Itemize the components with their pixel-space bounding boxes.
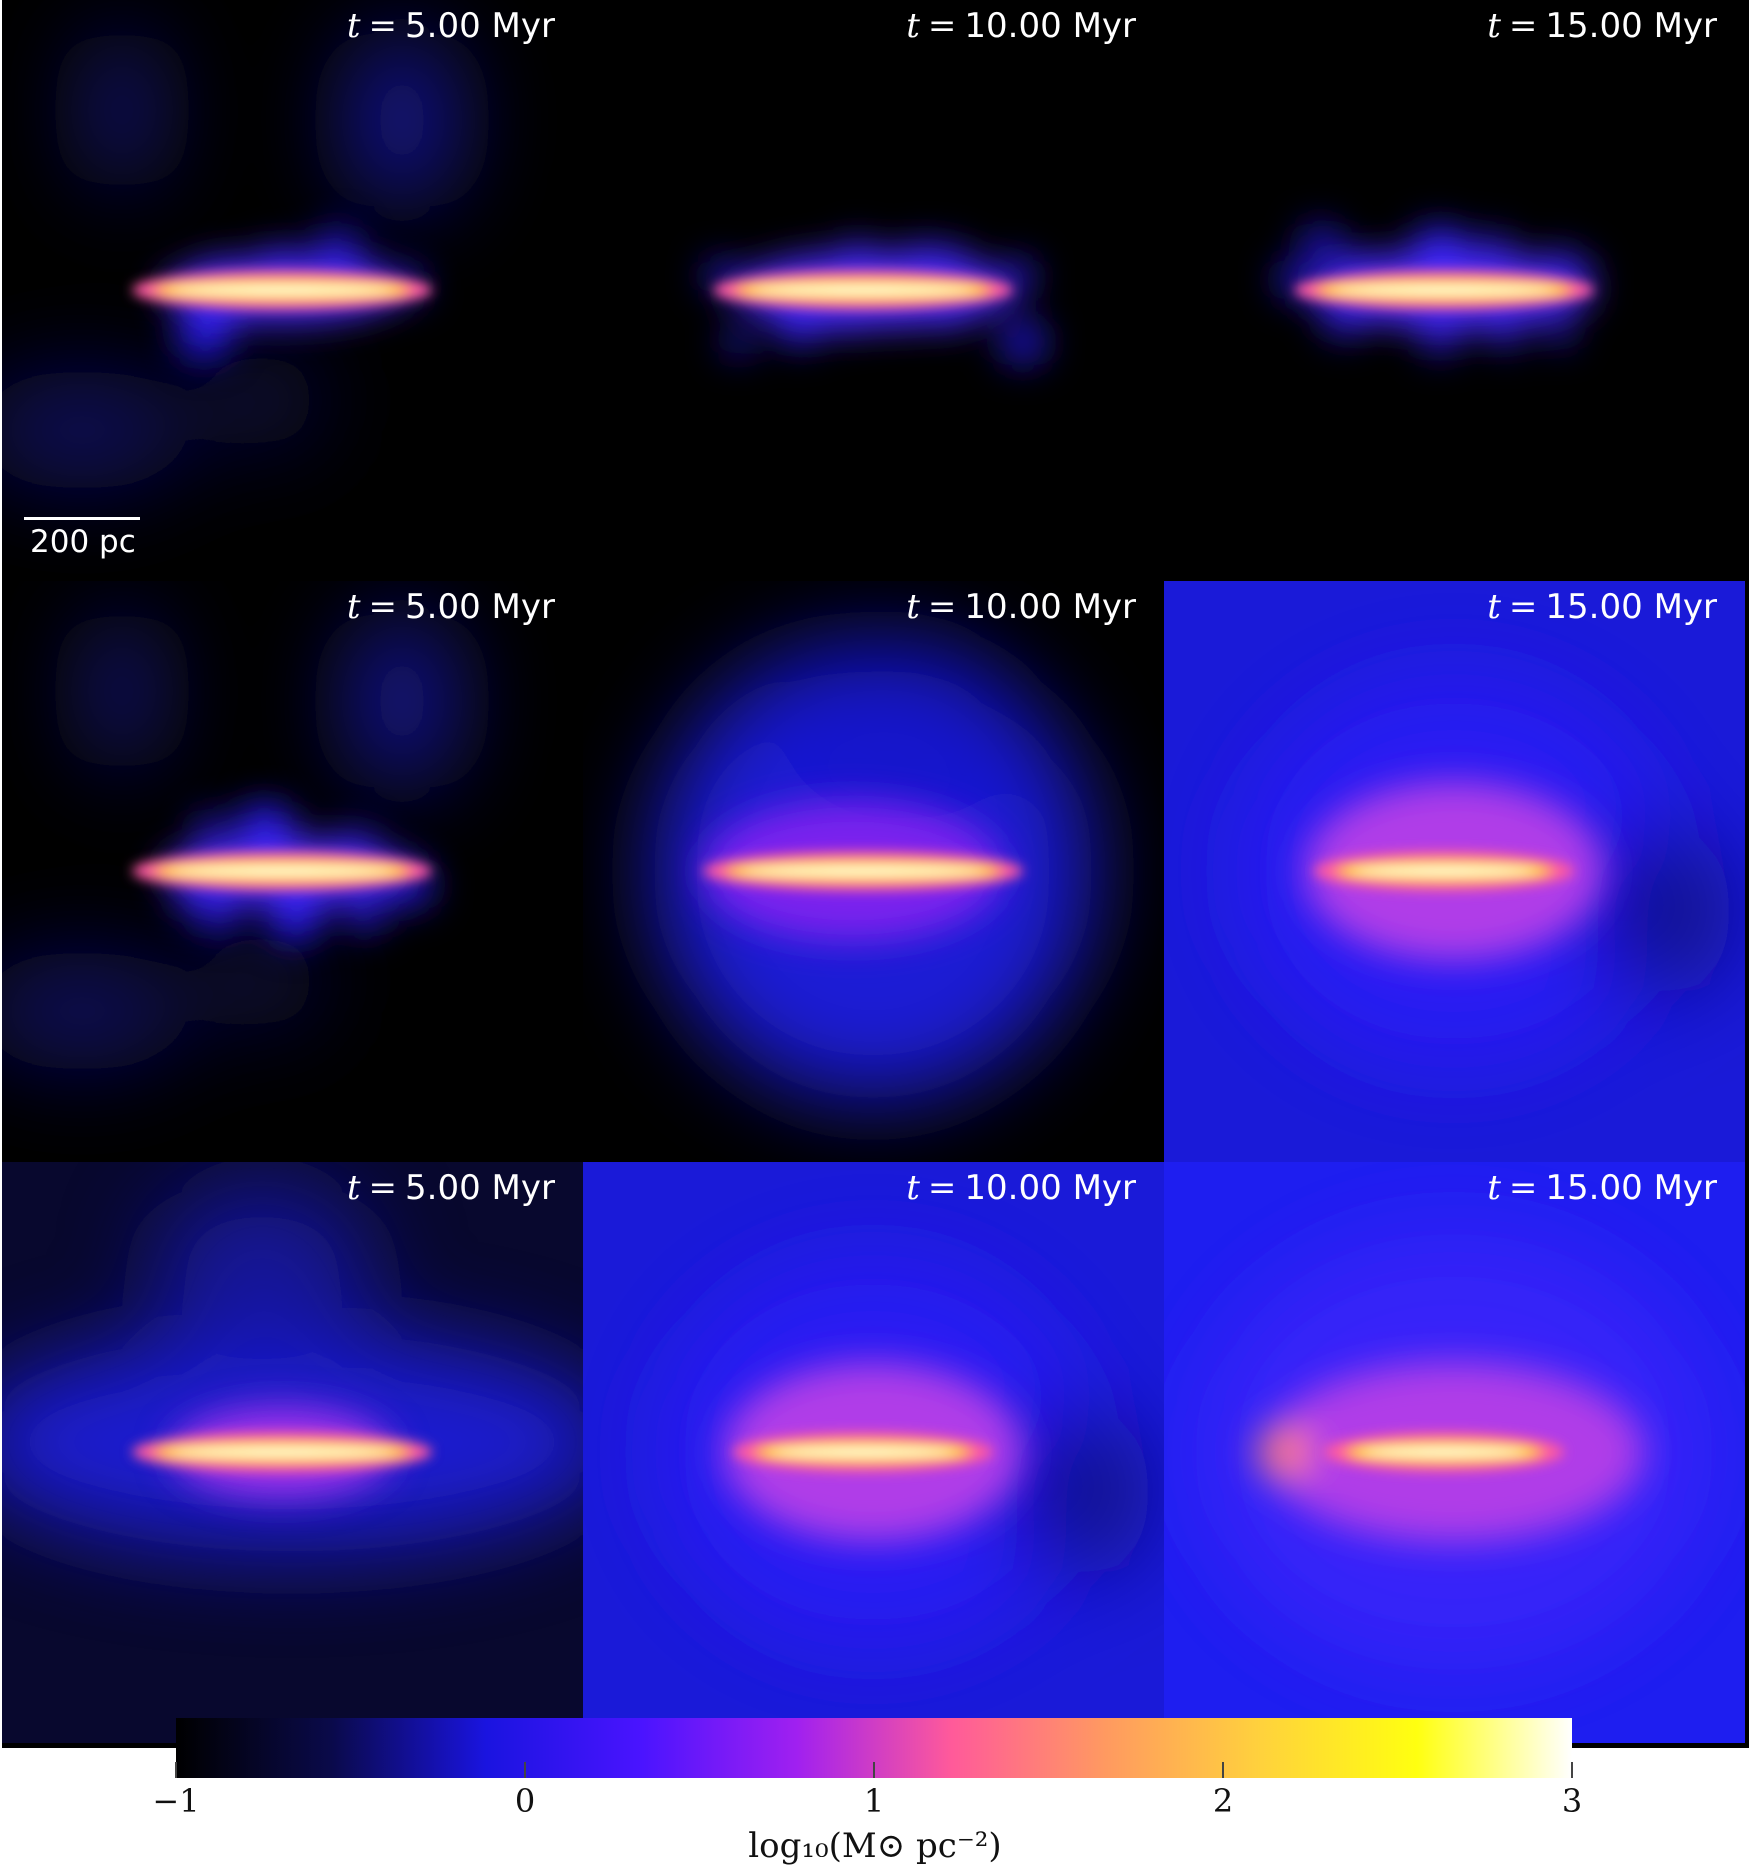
equals-sign: =	[927, 587, 957, 627]
simulation-panel: t = 5.00 Myr	[2, 1162, 583, 1743]
colorbar-label: log₁₀(M⊙ pc⁻²)	[748, 1826, 1002, 1866]
simulation-panel: t = 10.00 Myr	[583, 581, 1164, 1162]
time-value: 15.00 Myr	[1545, 6, 1717, 46]
colorbar-tick-label: 2	[1212, 1782, 1234, 1820]
time-value: 10.00 Myr	[964, 6, 1136, 46]
equals-sign: =	[1508, 587, 1538, 627]
time-label: t = 15.00 Myr	[1487, 6, 1717, 46]
colorbar-tick-mark	[1571, 1762, 1573, 1778]
colorbar-tick-label: 1	[863, 1782, 885, 1820]
density-map	[2, 1162, 583, 1743]
equals-sign: =	[368, 1168, 398, 1208]
simulation-panel: t = 15.00 Myr	[1164, 581, 1745, 1162]
equals-sign: =	[368, 587, 398, 627]
simulation-panel: t = 10.00 Myr	[583, 0, 1164, 581]
equals-sign: =	[368, 6, 398, 46]
density-map	[583, 581, 1164, 1162]
time-symbol: t	[1487, 6, 1501, 46]
time-label: t = 5.00 Myr	[347, 6, 555, 46]
equals-sign: =	[1508, 1168, 1538, 1208]
simulation-panel: t = 15.00 Myr	[1164, 0, 1745, 581]
time-symbol: t	[906, 6, 920, 46]
time-symbol: t	[1487, 587, 1501, 627]
time-label: t = 5.00 Myr	[347, 1168, 555, 1208]
time-value: 15.00 Myr	[1545, 587, 1717, 627]
time-value: 5.00 Myr	[405, 587, 555, 627]
colorbar-tick-mark	[873, 1762, 875, 1778]
colorbar-tick-label: 0	[514, 1782, 536, 1820]
scale-bar-label: 200 pc	[30, 524, 136, 560]
simulation-panel: t = 5.00 Myr	[2, 581, 583, 1162]
equals-sign: =	[1508, 6, 1538, 46]
colorbar-tick-mark	[175, 1762, 177, 1778]
time-value: 10.00 Myr	[964, 1168, 1136, 1208]
time-value: 15.00 Myr	[1545, 1168, 1717, 1208]
time-label: t = 10.00 Myr	[906, 1168, 1136, 1208]
time-label: t = 15.00 Myr	[1487, 587, 1717, 627]
density-map	[1164, 1162, 1745, 1743]
time-symbol: t	[906, 587, 920, 627]
density-map	[2, 581, 583, 1162]
scale-bar	[24, 517, 140, 520]
simulation-panel: t = 5.00 Myr	[2, 0, 583, 581]
time-symbol: t	[346, 587, 361, 627]
time-value: 5.00 Myr	[405, 6, 555, 46]
simulation-panel-grid: t = 5.00 Myr t = 10.00 Myr t = 15.00 Myr t = 5.00 M…	[2, 0, 1749, 1748]
density-map	[1164, 581, 1745, 1162]
time-symbol: t	[346, 6, 361, 46]
time-label: t = 5.00 Myr	[347, 587, 555, 627]
colorbar-tick-mark	[524, 1762, 526, 1778]
density-map	[1164, 0, 1745, 581]
time-label: t = 15.00 Myr	[1487, 1168, 1717, 1208]
equals-sign: =	[927, 6, 957, 46]
colorbar-tick-label: 3	[1561, 1782, 1583, 1820]
time-symbol: t	[346, 1168, 361, 1208]
time-symbol: t	[1487, 1168, 1501, 1208]
time-symbol: t	[906, 1168, 920, 1208]
simulation-panel: t = 15.00 Myr	[1164, 1162, 1745, 1743]
colorbar-tick-mark	[1222, 1762, 1224, 1778]
simulation-panel: t = 10.00 Myr	[583, 1162, 1164, 1743]
colorbar-tick-label: −1	[152, 1782, 200, 1820]
time-label: t = 10.00 Myr	[906, 587, 1136, 627]
density-map	[2, 0, 583, 581]
time-value: 5.00 Myr	[405, 1168, 555, 1208]
density-map	[583, 1162, 1164, 1743]
equals-sign: =	[927, 1168, 957, 1208]
time-label: t = 10.00 Myr	[906, 6, 1136, 46]
time-value: 10.00 Myr	[964, 587, 1136, 627]
density-map	[583, 0, 1164, 581]
